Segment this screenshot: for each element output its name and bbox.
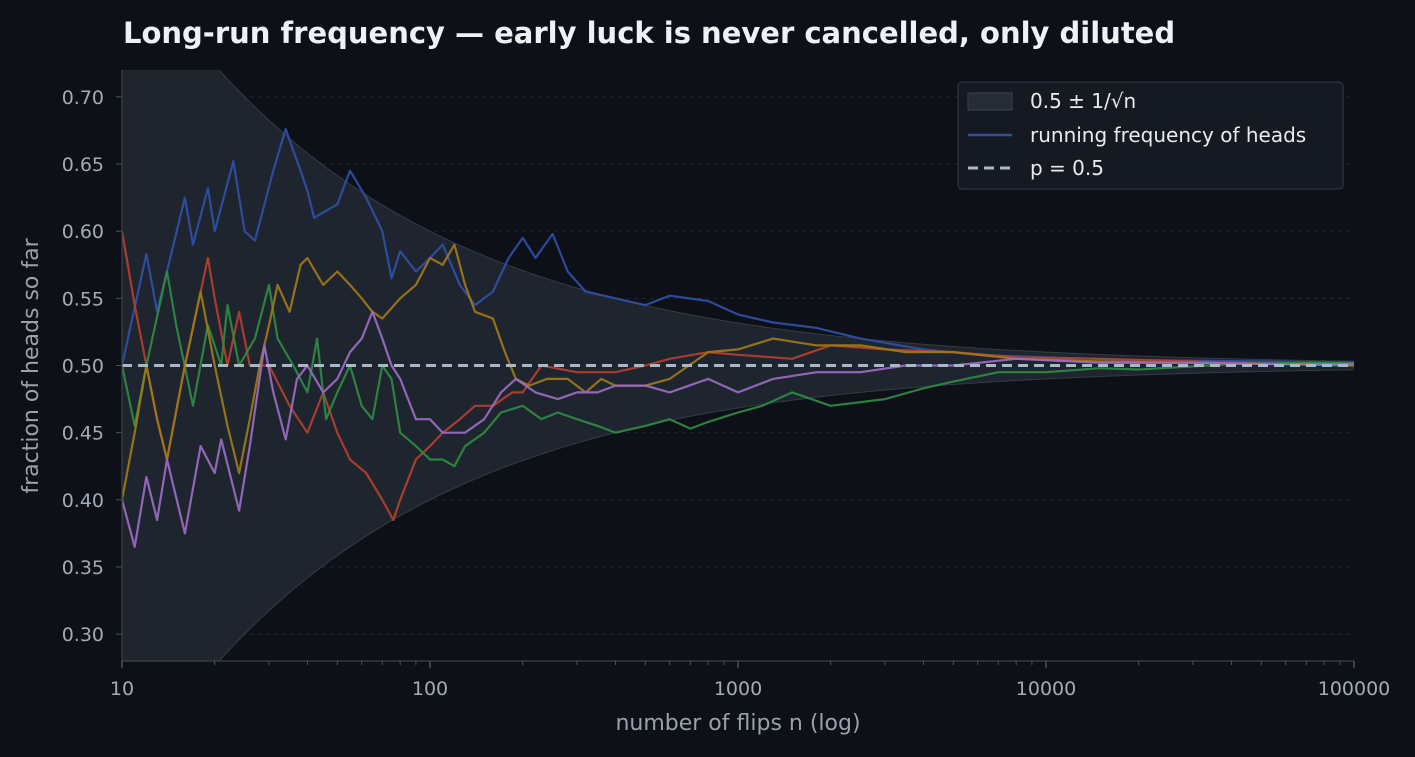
chart-title: Long-run frequency — early luck is never…	[123, 16, 1175, 50]
series-line-2	[122, 231, 1354, 522]
plot-area: 0.30 0.35 0.40 0.45 0.50 0.55 0.60 0.65 0.70 10 10…	[62, 70, 1391, 700]
y-tick-label: 0.70	[62, 87, 104, 109]
legend-swatch-band	[967, 92, 1013, 111]
x-axis-label: number of flips n (log)	[615, 711, 860, 736]
y-tick-label: 0.50	[62, 356, 104, 378]
y-tick-label: 0.65	[62, 154, 104, 176]
legend-label: p = 0.5	[1030, 156, 1104, 180]
y-tick-label: 0.40	[62, 490, 104, 512]
legend-label: running frequency of heads	[1030, 123, 1306, 147]
x-tick-label: 10000	[1016, 678, 1076, 700]
legend: 0.5 ± 1/√n running frequency of heads p = …	[957, 81, 1344, 190]
x-tick-label: 10	[110, 678, 134, 700]
x-tick-label: 100	[412, 678, 448, 700]
legend-box	[957, 81, 1344, 190]
y-tick-label: 0.45	[62, 423, 104, 445]
series-line-4	[122, 243, 1354, 501]
series-line-1	[122, 128, 1354, 366]
y-tick-label: 0.35	[62, 557, 104, 579]
y-tick-label: 0.30	[62, 624, 104, 646]
y-tick-label: 0.60	[62, 221, 104, 243]
x-tick-label: 100000	[1318, 678, 1391, 700]
y-tick-label: 0.55	[62, 288, 104, 310]
series-line-5	[122, 310, 1354, 548]
x-tick-label: 1000	[714, 678, 762, 700]
y-axis-label: fraction of heads so far	[19, 237, 44, 493]
legend-label: 0.5 ± 1/√n	[1030, 89, 1136, 113]
